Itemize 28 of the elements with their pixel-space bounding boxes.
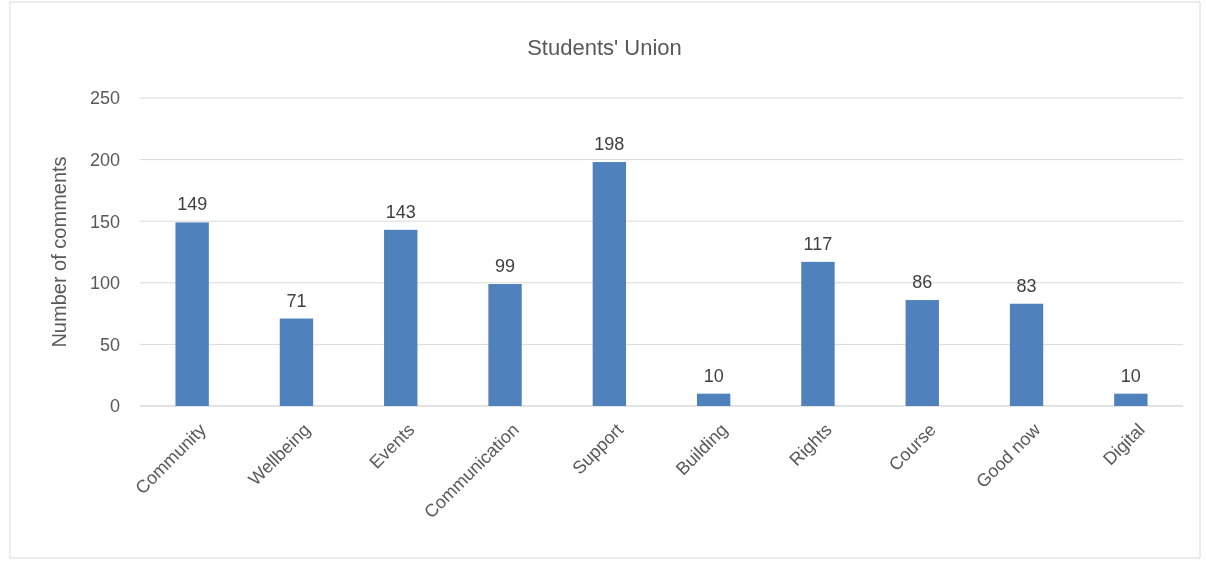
bar — [384, 229, 418, 406]
y-tick-label: 200 — [89, 149, 120, 170]
data-label: 10 — [703, 365, 724, 386]
data-label: 86 — [912, 272, 933, 293]
data-label: 71 — [286, 290, 307, 311]
bar — [905, 300, 939, 406]
data-label: 198 — [594, 134, 625, 155]
data-label: 10 — [1120, 365, 1141, 386]
bar — [175, 222, 209, 406]
y-tick-label: 50 — [99, 334, 120, 355]
bar — [1114, 393, 1148, 406]
data-label: 83 — [1016, 275, 1037, 296]
bar — [592, 162, 627, 406]
data-label: 149 — [177, 194, 208, 215]
bar — [488, 284, 522, 406]
bar — [801, 261, 835, 406]
data-label: 117 — [803, 233, 833, 254]
y-axis-title: Number of comments — [48, 156, 70, 348]
data-label: 143 — [385, 201, 416, 222]
bar — [696, 393, 731, 406]
y-tick-label: 0 — [109, 396, 120, 417]
data-label: 99 — [495, 256, 516, 277]
bar — [1009, 303, 1044, 406]
y-tick-label: 150 — [89, 211, 120, 232]
chart-title: Students' Union — [527, 35, 682, 60]
bar — [279, 318, 314, 406]
y-tick-label: 100 — [89, 273, 120, 294]
y-tick-label: 250 — [89, 88, 120, 109]
